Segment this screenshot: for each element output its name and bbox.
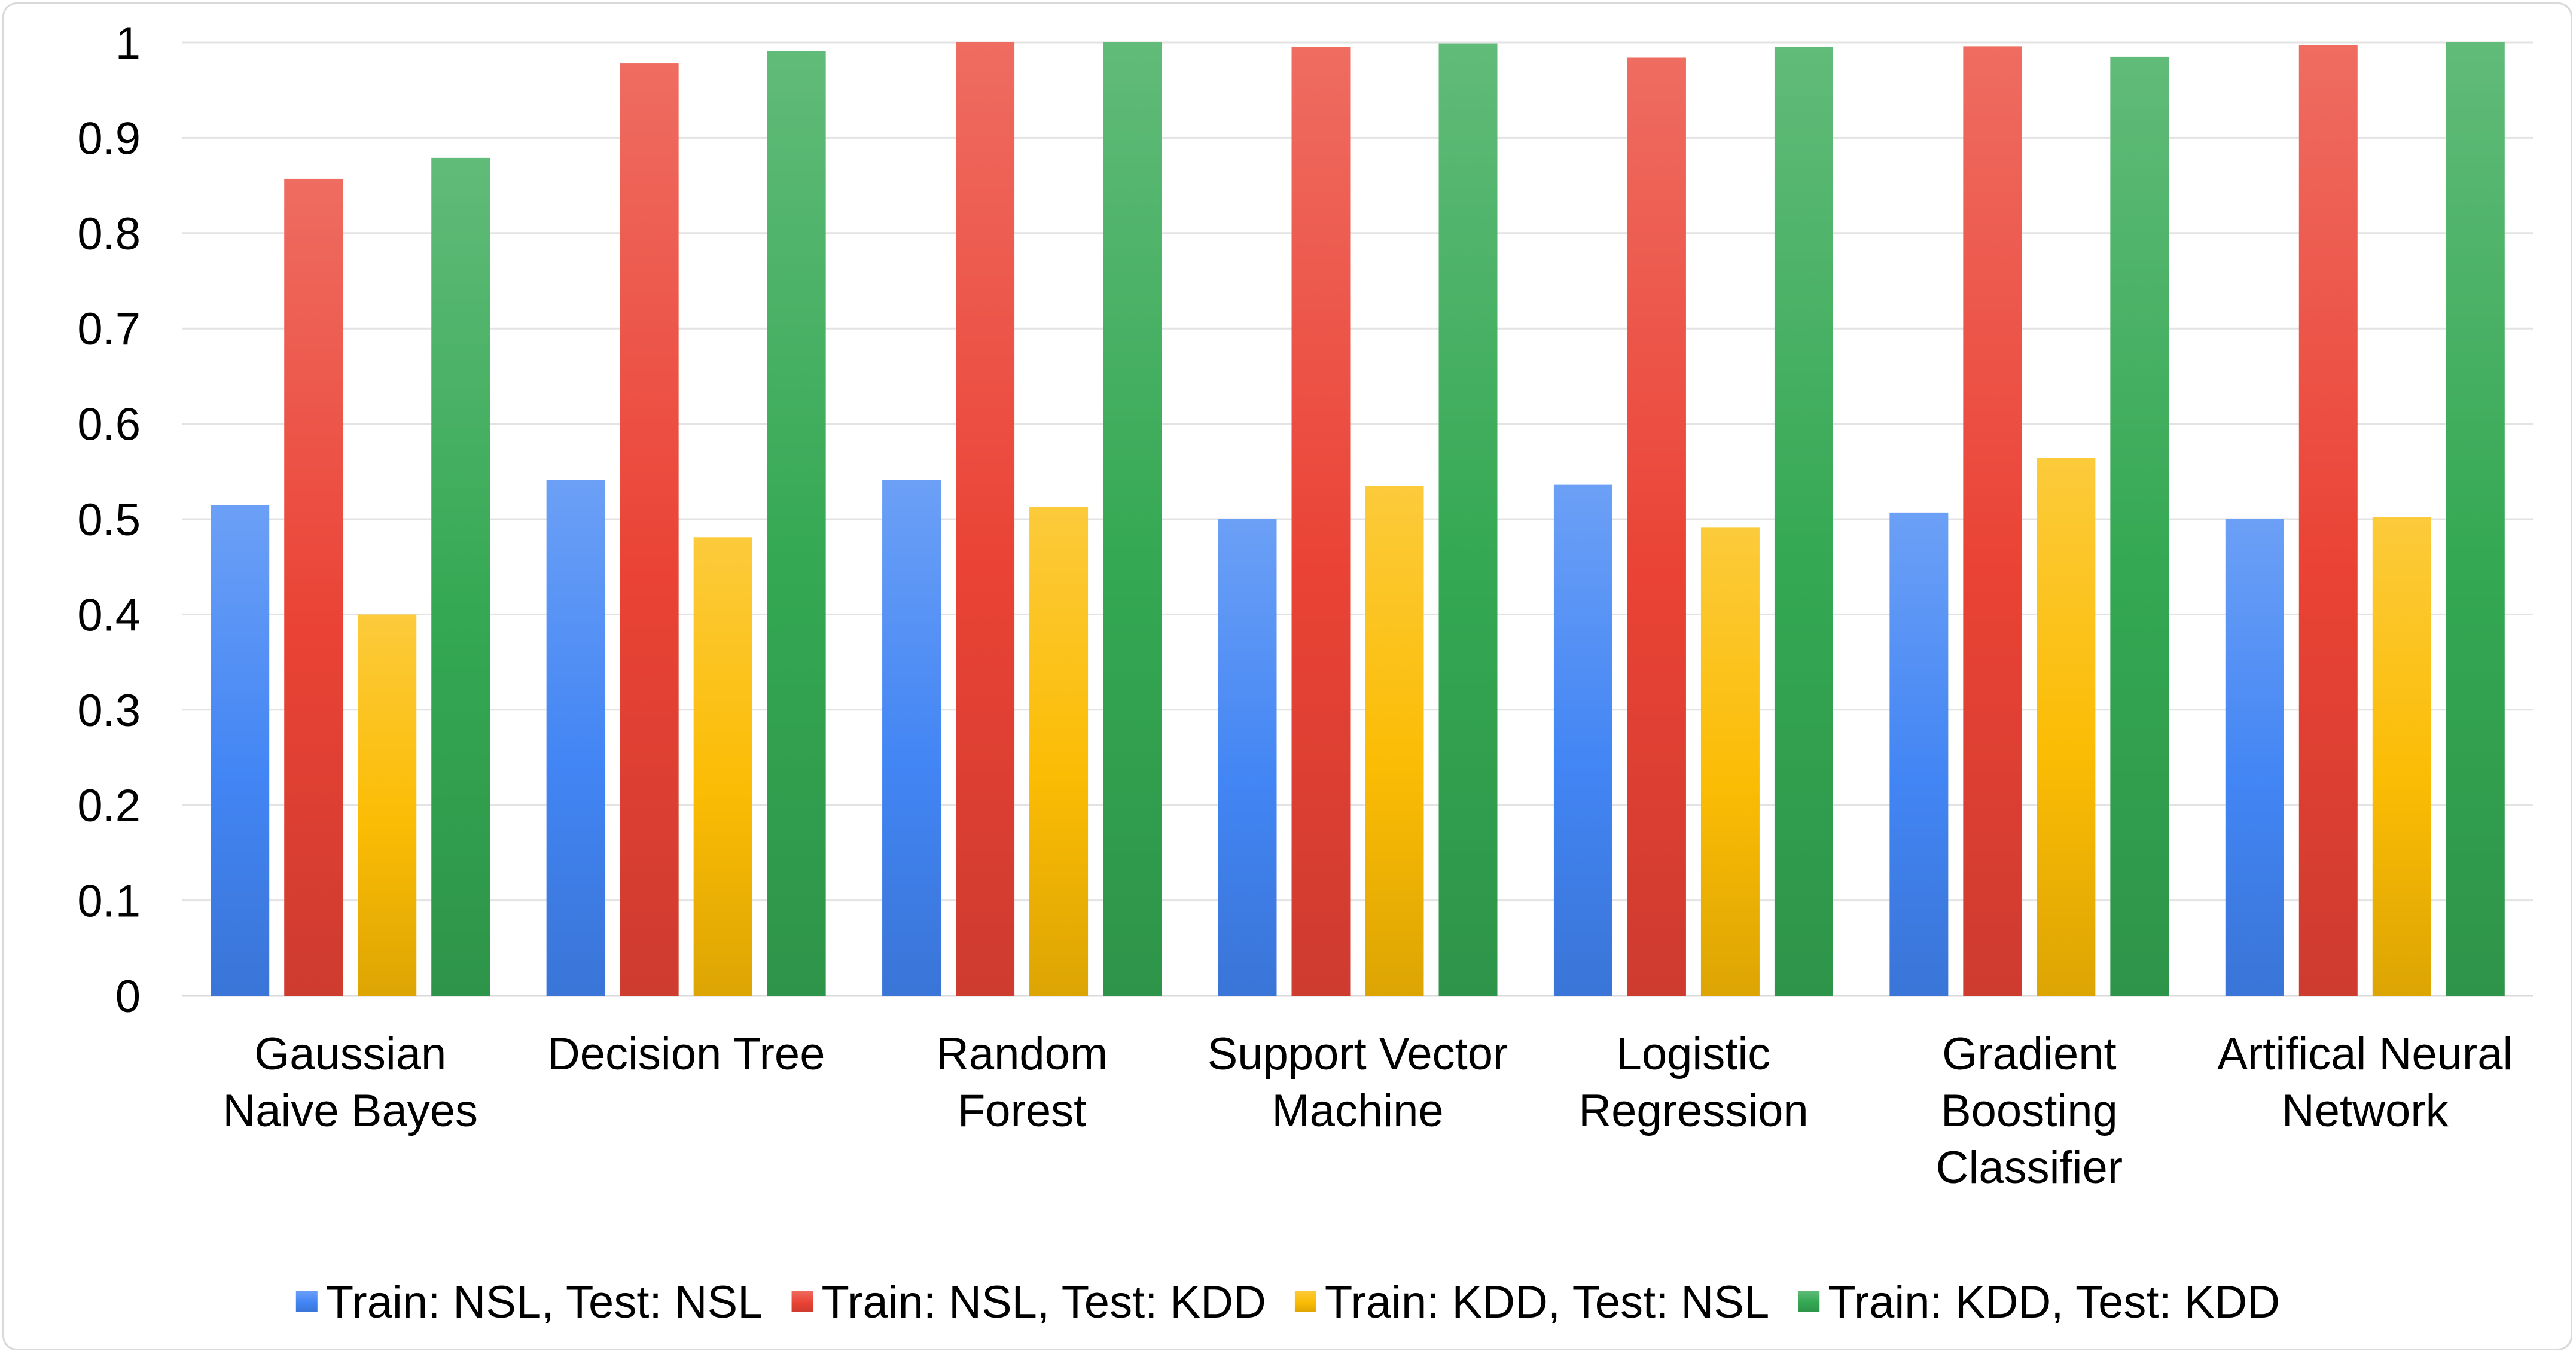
legend: Train: NSL, Test: NSL Train: NSL, Test: K… bbox=[295, 1277, 2280, 1328]
bar bbox=[1553, 484, 1612, 996]
y-tick-label: 0.8 bbox=[77, 209, 141, 260]
y-tick-label: 0.5 bbox=[77, 495, 141, 545]
bar bbox=[1889, 512, 1949, 996]
legend-item: Train: KDD, Test: NSL bbox=[1294, 1277, 1769, 1328]
x-category-label: Decision Tree bbox=[547, 1029, 825, 1079]
legend-item: Train: NSL, Test: NSL bbox=[295, 1277, 763, 1328]
bar bbox=[1700, 527, 1760, 996]
bar bbox=[1291, 47, 1351, 996]
legend-swatch bbox=[1798, 1291, 1820, 1312]
x-category-label: Logistic Regression bbox=[1578, 1029, 1808, 1136]
bar bbox=[956, 42, 1015, 996]
bar bbox=[1963, 46, 2022, 996]
bar bbox=[211, 505, 270, 996]
legend-swatch bbox=[791, 1291, 813, 1312]
y-tick-label: 0.2 bbox=[77, 780, 141, 831]
bar bbox=[2225, 519, 2284, 996]
x-axis: Gaussian Naive Bayes Decision Tree Random Fo… bbox=[222, 1029, 2513, 1193]
bar bbox=[2446, 42, 2505, 996]
bar bbox=[1218, 519, 1277, 996]
bar bbox=[2037, 458, 2096, 996]
y-tick-label: 1 bbox=[115, 18, 141, 69]
bar bbox=[1438, 43, 1498, 996]
legend-label: Train: NSL, Test: NSL bbox=[326, 1277, 763, 1328]
bar bbox=[693, 537, 752, 996]
bar bbox=[882, 480, 941, 996]
x-category-label: Artifical Neural Network bbox=[2217, 1029, 2513, 1136]
bar bbox=[2298, 45, 2358, 996]
bar bbox=[431, 157, 490, 996]
bar bbox=[1627, 57, 1686, 996]
bar bbox=[1103, 42, 1162, 996]
bar bbox=[284, 178, 343, 996]
bar bbox=[358, 614, 417, 996]
bar bbox=[2372, 517, 2431, 996]
y-tick-label: 0.6 bbox=[77, 400, 141, 450]
legend-label: Train: KDD, Test: NSL bbox=[1325, 1277, 1769, 1328]
legend-swatch bbox=[1294, 1291, 1316, 1312]
y-axis: 0 0.1 0.2 0.3 0.4 0.5 0.6 0.7 0.8 0.9 1 bbox=[77, 18, 141, 1022]
bar bbox=[767, 51, 826, 996]
y-tick-label: 0.1 bbox=[77, 876, 141, 927]
bar bbox=[1365, 486, 1424, 996]
y-tick-label: 0.4 bbox=[77, 590, 141, 641]
legend-swatch bbox=[295, 1291, 318, 1312]
bar bbox=[546, 480, 605, 996]
y-tick-label: 0 bbox=[115, 971, 141, 1022]
bar bbox=[1029, 507, 1089, 996]
bars bbox=[211, 42, 2505, 996]
x-category-label: Gaussian Naive Bayes bbox=[222, 1029, 478, 1136]
y-tick-label: 0.9 bbox=[77, 113, 141, 164]
bar bbox=[2110, 56, 2169, 996]
bar bbox=[1774, 47, 1833, 996]
legend-item: Train: NSL, Test: KDD bbox=[791, 1277, 1266, 1328]
y-tick-label: 0.3 bbox=[77, 685, 141, 736]
x-category-label: Random Forest bbox=[936, 1029, 1108, 1136]
legend-item: Train: KDD, Test: KDD bbox=[1798, 1277, 2280, 1328]
gridlines bbox=[182, 41, 2533, 997]
bar bbox=[620, 63, 679, 996]
y-tick-label: 0.7 bbox=[77, 304, 141, 355]
legend-label: Train: KDD, Test: KDD bbox=[1828, 1277, 2280, 1328]
x-category-label: Support Vector Machine bbox=[1208, 1029, 1508, 1136]
x-category-label: Gradient Boosting Classifier bbox=[1936, 1029, 2123, 1193]
legend-label: Train: NSL, Test: KDD bbox=[822, 1277, 1266, 1328]
